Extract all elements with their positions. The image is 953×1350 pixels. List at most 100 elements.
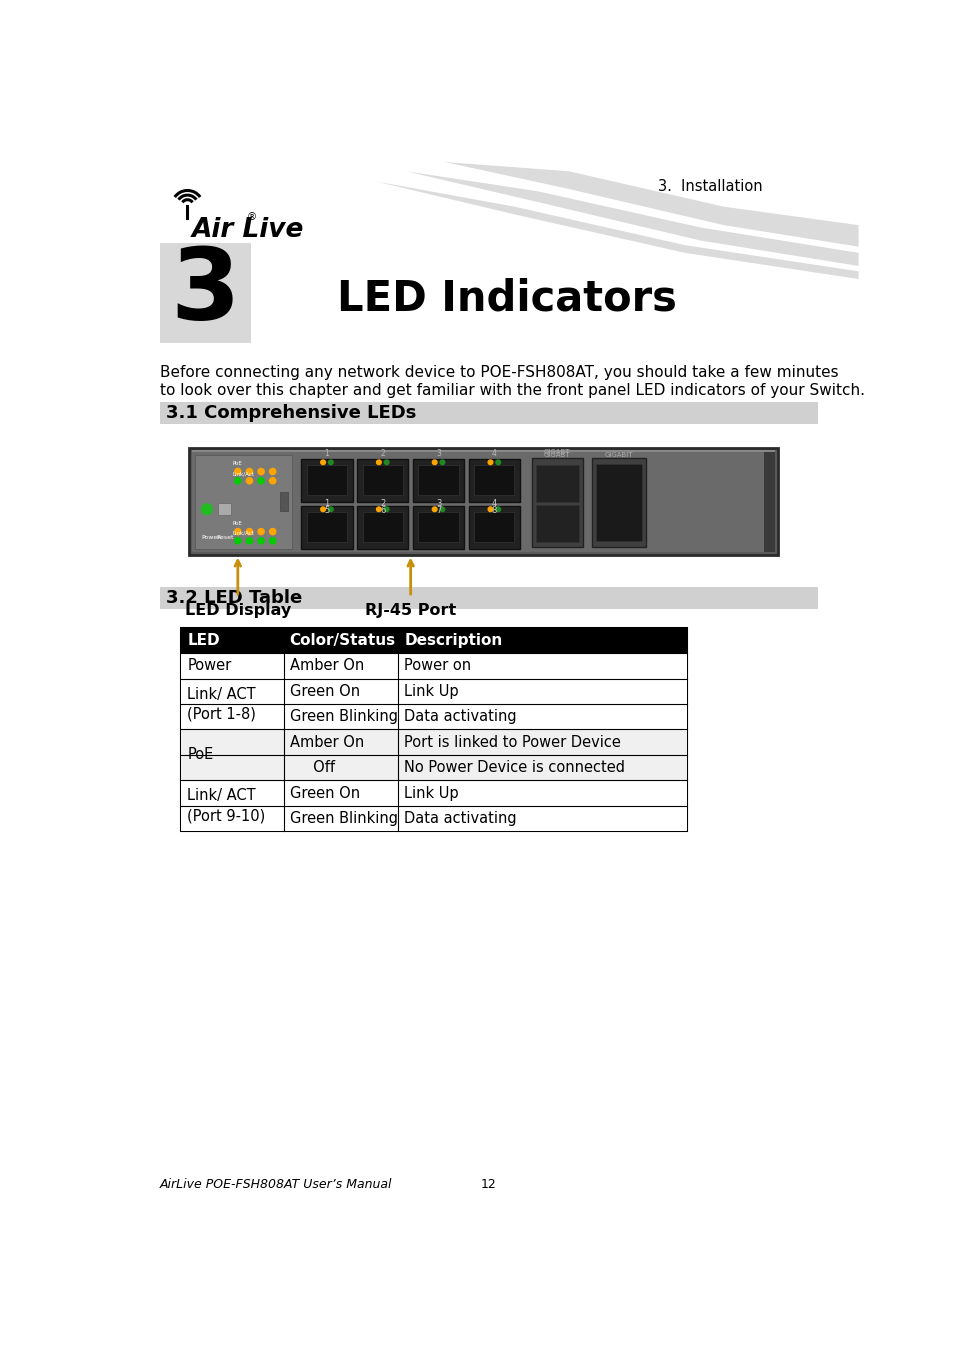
Circle shape <box>257 478 264 483</box>
Text: Port is linked to Power Device: Port is linked to Power Device <box>404 734 620 749</box>
Circle shape <box>488 460 493 464</box>
Text: Link/ ACT
(Port 1-8): Link/ ACT (Port 1-8) <box>187 687 256 721</box>
Text: Description: Description <box>404 633 502 648</box>
Circle shape <box>234 478 241 483</box>
Bar <box>181 729 686 755</box>
Circle shape <box>234 468 241 475</box>
Circle shape <box>320 508 325 512</box>
Text: 7: 7 <box>436 505 441 514</box>
Bar <box>181 755 686 780</box>
Circle shape <box>376 460 381 464</box>
Bar <box>307 466 347 495</box>
Text: to look over this chapter and get familiar with the front panel LED indicators o: to look over this chapter and get famili… <box>159 383 863 398</box>
Circle shape <box>328 460 333 464</box>
Text: GIGABIT: GIGABIT <box>604 451 633 458</box>
Bar <box>159 243 251 343</box>
Text: 3: 3 <box>171 244 240 342</box>
Circle shape <box>384 460 389 464</box>
Bar <box>532 458 582 547</box>
Text: Off: Off <box>290 760 335 775</box>
Text: Air Live: Air Live <box>192 216 303 243</box>
Bar <box>356 506 408 548</box>
Circle shape <box>376 508 381 512</box>
Bar <box>536 505 578 543</box>
Circle shape <box>488 508 493 512</box>
Bar <box>362 466 402 495</box>
Circle shape <box>328 508 333 512</box>
Text: 12: 12 <box>480 1179 497 1191</box>
Bar <box>181 628 686 832</box>
Bar <box>596 464 641 541</box>
Circle shape <box>246 537 253 544</box>
Text: LED: LED <box>187 633 220 648</box>
Circle shape <box>257 468 264 475</box>
Polygon shape <box>375 181 858 279</box>
Bar <box>356 459 408 502</box>
Circle shape <box>234 537 241 544</box>
Bar <box>218 504 231 516</box>
Bar <box>181 628 686 653</box>
Text: LED Display: LED Display <box>185 603 291 618</box>
Circle shape <box>439 460 444 464</box>
Text: 3: 3 <box>436 448 440 458</box>
Polygon shape <box>444 162 858 247</box>
Bar <box>181 780 686 806</box>
Text: GIGABT: GIGABT <box>543 448 570 455</box>
Circle shape <box>270 468 275 475</box>
Bar <box>468 459 519 502</box>
Text: 3.2 LED Table: 3.2 LED Table <box>166 589 302 606</box>
Text: Amber On: Amber On <box>290 659 364 674</box>
Text: PoE: PoE <box>233 460 242 466</box>
Bar <box>536 466 578 502</box>
Text: Before connecting any network device to POE-FSH808AT, you should take a few minu: Before connecting any network device to … <box>159 364 838 379</box>
Bar <box>418 466 458 495</box>
Text: Amber On: Amber On <box>290 734 364 749</box>
Text: PoE: PoE <box>187 748 213 763</box>
Circle shape <box>432 508 436 512</box>
Text: 3.  Installation: 3. Installation <box>658 180 761 194</box>
Bar <box>362 513 402 543</box>
Text: PoE: PoE <box>233 521 242 526</box>
Bar <box>307 513 347 543</box>
Text: 5: 5 <box>324 505 329 514</box>
Text: Power: Power <box>187 659 232 674</box>
Text: GIGABT: GIGABT <box>543 451 570 458</box>
Text: Green Blinking: Green Blinking <box>290 709 397 725</box>
Text: 1: 1 <box>324 448 329 458</box>
Bar <box>280 493 288 510</box>
Circle shape <box>246 468 253 475</box>
Text: 4: 4 <box>492 448 497 458</box>
Text: Data activating: Data activating <box>404 811 517 826</box>
Bar <box>413 459 464 502</box>
Circle shape <box>201 504 212 514</box>
Text: Link/Act: Link/Act <box>233 531 254 536</box>
Circle shape <box>439 508 444 512</box>
Text: AirLive POE-FSH808AT User’s Manual: AirLive POE-FSH808AT User’s Manual <box>159 1179 392 1191</box>
Polygon shape <box>406 171 858 266</box>
Text: ®: ® <box>246 212 256 221</box>
Bar <box>192 451 763 552</box>
Text: Data activating: Data activating <box>404 709 517 725</box>
Text: Link Up: Link Up <box>404 684 458 699</box>
Bar <box>189 448 778 555</box>
Bar <box>159 587 818 609</box>
Text: Power on: Power on <box>404 659 471 674</box>
Bar <box>181 705 686 729</box>
Bar <box>301 506 353 548</box>
Bar <box>763 451 774 552</box>
Bar <box>301 459 353 502</box>
Text: Reset: Reset <box>215 536 233 540</box>
Bar <box>474 466 514 495</box>
Circle shape <box>270 537 275 544</box>
Circle shape <box>270 528 275 535</box>
Bar <box>181 653 686 679</box>
Text: 8: 8 <box>491 505 497 514</box>
Circle shape <box>234 528 241 535</box>
Bar <box>159 402 818 424</box>
Circle shape <box>384 508 389 512</box>
Circle shape <box>432 460 436 464</box>
Text: Green Blinking: Green Blinking <box>290 811 397 826</box>
Circle shape <box>496 460 500 464</box>
Bar <box>474 513 514 543</box>
Circle shape <box>257 528 264 535</box>
